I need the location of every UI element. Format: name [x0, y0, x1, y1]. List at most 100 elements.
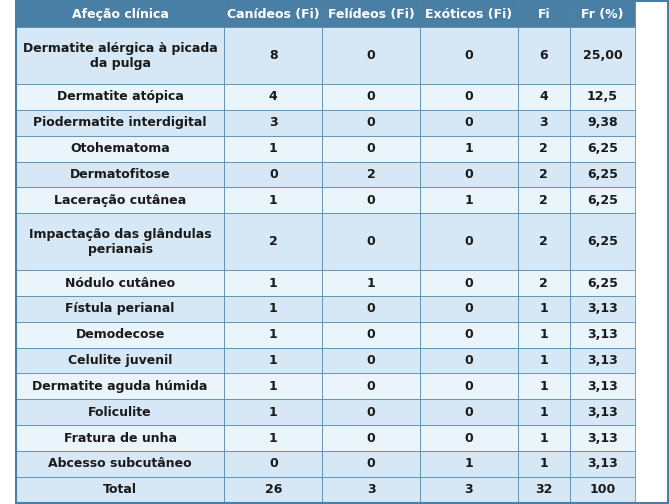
Bar [16, 399, 224, 425]
Bar [16, 2, 224, 27]
Text: 0: 0 [269, 168, 278, 181]
Text: 6,25: 6,25 [587, 168, 618, 181]
Text: 0: 0 [367, 49, 375, 62]
Bar [518, 162, 570, 187]
Bar [420, 162, 518, 187]
Bar [16, 348, 224, 373]
Bar [518, 84, 570, 110]
Bar [518, 27, 570, 84]
Text: 0: 0 [367, 194, 375, 207]
Bar [16, 213, 224, 270]
Bar [224, 425, 322, 451]
Bar [420, 477, 518, 502]
Bar [570, 477, 635, 502]
Text: Canídeos (Fi): Canídeos (Fi) [227, 8, 320, 21]
Text: 3,13: 3,13 [587, 380, 617, 393]
Bar [518, 110, 570, 136]
Text: 0: 0 [367, 406, 375, 419]
Bar [420, 373, 518, 399]
Bar [16, 322, 224, 348]
Text: Nódulo cutâneo: Nódulo cutâneo [65, 277, 175, 289]
Text: 1: 1 [367, 277, 375, 289]
Text: 0: 0 [367, 354, 375, 367]
Text: 0: 0 [464, 380, 473, 393]
Text: Celulite juvenil: Celulite juvenil [68, 354, 173, 367]
Bar [322, 213, 420, 270]
Text: 26: 26 [264, 483, 282, 496]
Bar [16, 425, 224, 451]
Bar [420, 187, 518, 213]
Text: 0: 0 [464, 116, 473, 130]
Text: Dermatite atópica: Dermatite atópica [57, 91, 183, 103]
Text: 0: 0 [367, 235, 375, 248]
Bar [322, 162, 420, 187]
Bar [570, 296, 635, 322]
Text: 2: 2 [539, 168, 548, 181]
Bar [570, 373, 635, 399]
Text: Fi: Fi [537, 8, 550, 21]
Text: 1: 1 [539, 302, 548, 316]
Bar [420, 425, 518, 451]
Bar [420, 110, 518, 136]
Text: Dermatite aguda húmida: Dermatite aguda húmida [32, 380, 208, 393]
Bar [518, 187, 570, 213]
Text: Fratura de unha: Fratura de unha [64, 431, 177, 445]
Text: Fístula perianal: Fístula perianal [66, 302, 175, 316]
Bar [224, 322, 322, 348]
Text: 4: 4 [539, 91, 548, 103]
Text: 1: 1 [269, 328, 278, 341]
Bar [322, 2, 420, 27]
Bar [322, 296, 420, 322]
Bar [420, 296, 518, 322]
Text: Abcesso subcutâneo: Abcesso subcutâneo [48, 457, 192, 470]
Text: 0: 0 [367, 328, 375, 341]
Text: 0: 0 [367, 116, 375, 130]
Text: 2: 2 [269, 235, 278, 248]
Text: 1: 1 [269, 302, 278, 316]
Text: 6,25: 6,25 [587, 235, 618, 248]
Bar [224, 2, 322, 27]
Bar [224, 270, 322, 296]
Text: 1: 1 [269, 431, 278, 445]
Bar [570, 348, 635, 373]
Bar [570, 322, 635, 348]
Text: 1: 1 [539, 457, 548, 470]
Bar [420, 27, 518, 84]
Text: 3: 3 [464, 483, 473, 496]
Bar [224, 399, 322, 425]
Text: 0: 0 [464, 328, 473, 341]
Bar [224, 213, 322, 270]
Text: 0: 0 [269, 457, 278, 470]
Text: Dermatite alérgica à picada
da pulga: Dermatite alérgica à picada da pulga [23, 42, 217, 70]
Bar [16, 27, 224, 84]
Bar [518, 296, 570, 322]
Bar [570, 213, 635, 270]
Bar [570, 187, 635, 213]
Bar [420, 322, 518, 348]
Bar [322, 425, 420, 451]
Bar [570, 162, 635, 187]
Text: 3: 3 [269, 116, 278, 130]
Text: 0: 0 [464, 235, 473, 248]
Bar [570, 27, 635, 84]
Text: 1: 1 [464, 194, 473, 207]
Bar [16, 136, 224, 162]
Bar [16, 477, 224, 502]
Text: 3,13: 3,13 [587, 302, 617, 316]
Text: Laceração cutânea: Laceração cutânea [54, 194, 186, 207]
Text: 6,25: 6,25 [587, 142, 618, 155]
Text: 1: 1 [269, 380, 278, 393]
Text: Fr (%): Fr (%) [581, 8, 624, 21]
Bar [224, 110, 322, 136]
Bar [420, 451, 518, 477]
Bar [16, 451, 224, 477]
Text: 0: 0 [464, 302, 473, 316]
Text: Foliculite: Foliculite [88, 406, 152, 419]
Bar [16, 373, 224, 399]
Text: 25,00: 25,00 [583, 49, 622, 62]
Text: 12,5: 12,5 [587, 91, 618, 103]
Text: 1: 1 [269, 277, 278, 289]
Bar [224, 451, 322, 477]
Bar [224, 187, 322, 213]
Bar [322, 348, 420, 373]
